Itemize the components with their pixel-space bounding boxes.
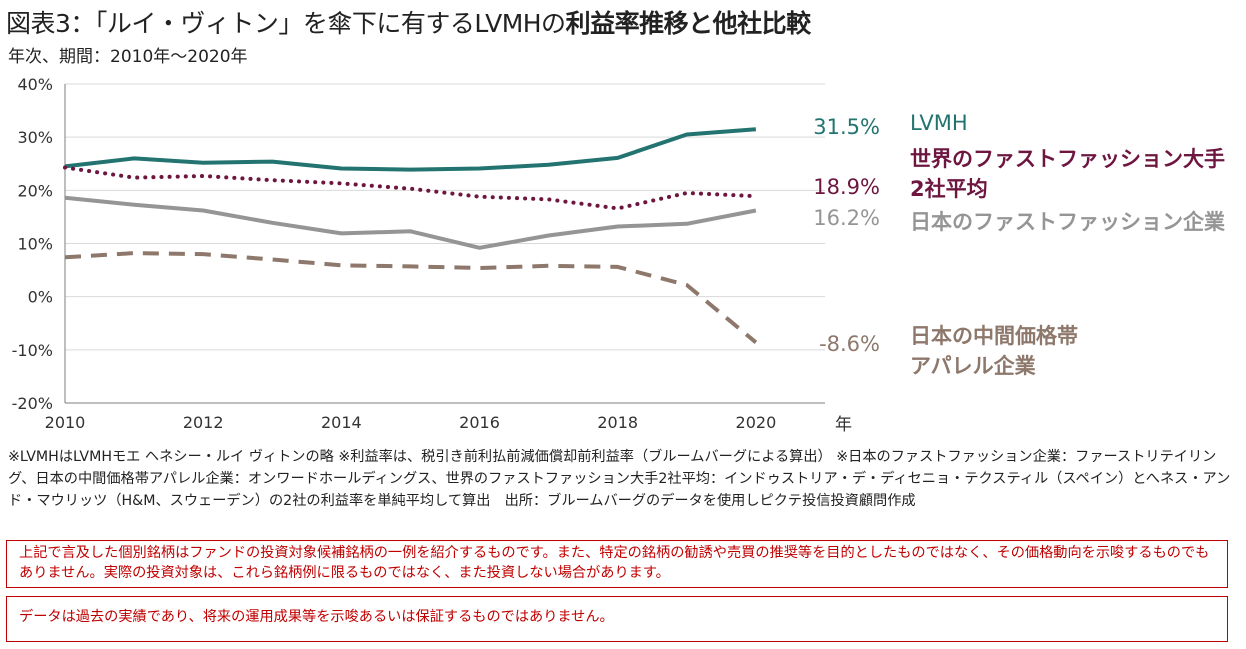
profit-margin-line-chart: 40% 30% 20% 10% 0% -10% -20%2010 2012 2014 2016 20… — [12, 75, 1226, 435]
y-tick-label: 30% — [17, 128, 53, 147]
series-line-fastfashion_global — [63, 165, 758, 211]
end-value-label-fastfashion_global: 18.9% — [813, 175, 880, 199]
y-tick-label: 10% — [17, 235, 53, 254]
series-line-midprice_japan — [64, 251, 758, 344]
x-tick-label: 2014 — [321, 413, 362, 432]
legend-label-lvmh: LVMH — [910, 111, 968, 135]
disclaimer-box-performance: データは過去の実績であり、将来の運用成果等を示唆あるいは保証するものではありませ… — [6, 596, 1228, 642]
x-tick-label: 2012 — [183, 413, 224, 432]
chart-title: 図表3：「ルイ・ヴィトン」を傘下に有するLVMHの利益率推移と他社比較 — [6, 4, 811, 40]
series-line-fastfashion_japan — [64, 195, 757, 250]
y-tick-label: 0% — [28, 288, 53, 307]
series-line-lvmh — [64, 127, 757, 172]
y-tick-label: -20% — [12, 394, 53, 413]
footnotes: ※LVMHはLVMHモエ ヘネシー・ルイ ヴィトンの略 ※利益率は、税引き前利払… — [8, 449, 1231, 509]
legend-label-fastfashion_global: 世界のファストファッション大手 — [910, 147, 1225, 171]
end-value-label-fastfashion_japan: 16.2% — [813, 206, 880, 230]
x-tick-label: 2016 — [459, 413, 500, 432]
legend-label-fastfashion_global: 2社平均 — [910, 177, 988, 201]
x-tick-label: 2018 — [597, 413, 638, 432]
chart-title-prefix: 図表3：「ルイ・ヴィトン」を傘下に有するLVMHの — [6, 9, 566, 38]
x-tick-label: 2020 — [736, 413, 777, 432]
legend-label-midprice_japan: 日本の中間価格帯 — [910, 324, 1078, 348]
y-tick-label: 40% — [17, 75, 53, 94]
legend-label-fastfashion_japan: 日本のファストファッション企業 — [910, 210, 1226, 234]
end-value-label-lvmh: 31.5% — [813, 115, 880, 139]
x-tick-label: 2010 — [45, 413, 86, 432]
end-value-label-midprice_japan: -8.6% — [819, 332, 880, 356]
x-axis-unit-label: 年 — [835, 415, 852, 435]
y-tick-label: 20% — [17, 181, 53, 200]
legend-label-midprice_japan: アパレル企業 — [910, 354, 1037, 378]
disclaimer-box-stocks: 上記で言及した個別銘柄はファンドの投資対象候補銘柄の一例を紹介するものです。また… — [6, 540, 1228, 588]
y-tick-label: -10% — [12, 341, 53, 360]
chart-subtitle: 年次、期間：2010年～2020年 — [8, 47, 248, 67]
chart-title-bold: 利益率推移と他社比較 — [565, 9, 812, 38]
